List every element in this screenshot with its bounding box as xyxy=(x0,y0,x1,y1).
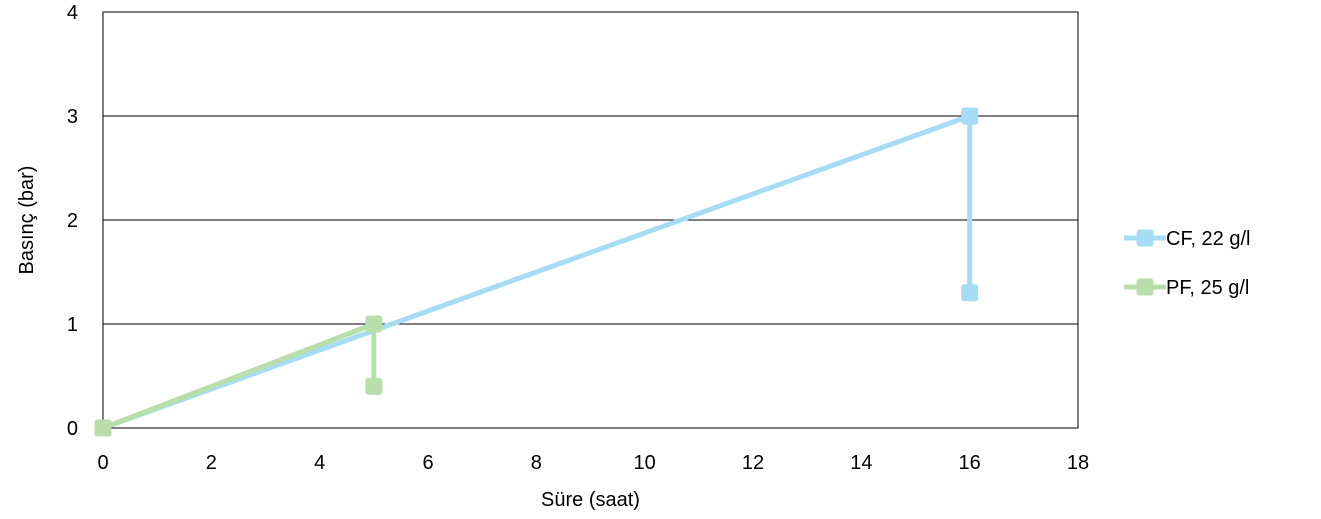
data-point-marker xyxy=(94,419,112,437)
series-1 xyxy=(94,315,383,437)
x-tick-label: 2 xyxy=(206,452,217,474)
y-axis-tick-labels: 0 1 2 3 4 xyxy=(67,2,78,440)
x-tick-label: 6 xyxy=(422,452,433,474)
y-tick-label: 0 xyxy=(67,418,78,440)
legend-marker-swatch xyxy=(1136,229,1154,247)
y-tick-label: 3 xyxy=(67,106,78,128)
x-tick-label: 10 xyxy=(634,452,656,474)
legend-label: PF, 25 g/l xyxy=(1166,277,1249,299)
series-line xyxy=(100,113,973,431)
y-tick-label: 4 xyxy=(67,2,78,24)
x-tick-label: 8 xyxy=(531,452,542,474)
legend-marker-swatch xyxy=(1136,278,1154,296)
x-tick-label: 4 xyxy=(314,452,325,474)
legend: CF, 22 g/l PF, 25 g/l xyxy=(1124,228,1250,299)
series-layer xyxy=(94,107,979,437)
x-axis-tick-labels: 0 2 4 6 8 10 12 14 16 18 xyxy=(97,452,1089,474)
x-tick-label: 14 xyxy=(850,452,872,474)
legend-item: PF, 25 g/l xyxy=(1124,277,1249,299)
x-tick-label: 18 xyxy=(1067,452,1089,474)
y-tick-label: 1 xyxy=(67,314,78,336)
legend-item: CF, 22 g/l xyxy=(1124,228,1250,250)
data-point-marker xyxy=(365,377,383,395)
x-tick-label: 0 xyxy=(97,452,108,474)
series-line xyxy=(100,321,377,431)
data-point-marker xyxy=(365,315,383,333)
legend-label: CF, 22 g/l xyxy=(1166,228,1250,250)
series-0 xyxy=(94,107,979,437)
x-tick-label: 12 xyxy=(742,452,764,474)
gridlines xyxy=(103,11,1078,429)
y-tick-label: 2 xyxy=(67,210,78,232)
data-point-marker xyxy=(961,284,979,302)
plot-area-frame xyxy=(102,11,1079,429)
data-point-marker xyxy=(961,107,979,125)
y-axis-title: Basınç (bar) xyxy=(16,166,38,275)
x-axis-title: Süre (saat) xyxy=(541,489,640,511)
x-tick-label: 16 xyxy=(959,452,981,474)
